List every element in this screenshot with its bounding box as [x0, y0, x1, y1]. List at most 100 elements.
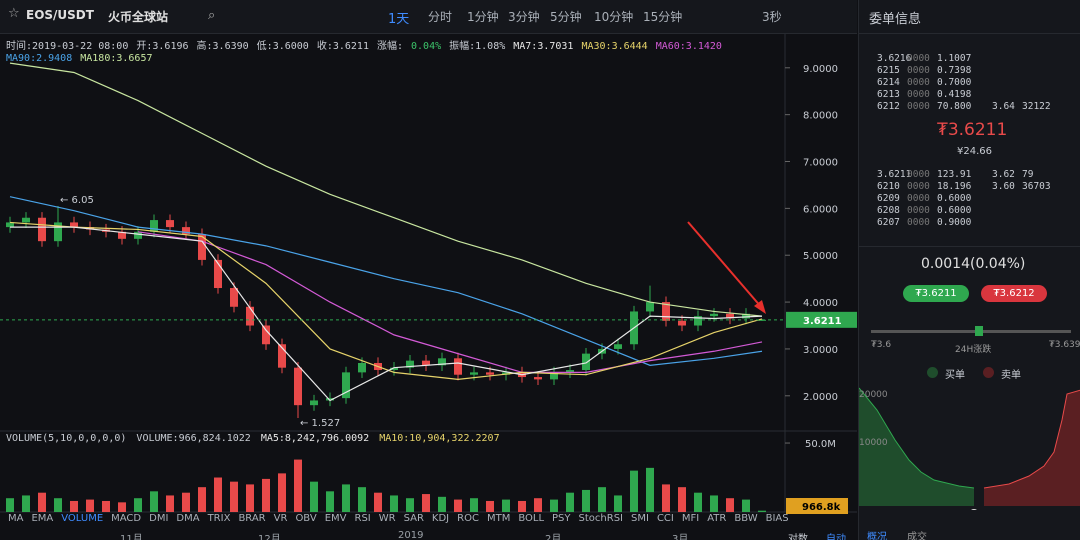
order-cell: 0.6000	[937, 193, 972, 204]
indicator-tab[interactable]: OBV	[295, 513, 317, 524]
indicator-tab[interactable]: StochRSI	[578, 513, 623, 524]
volume-bar	[118, 502, 126, 512]
ma-line	[10, 226, 763, 402]
indicator-tab[interactable]: DMA	[176, 513, 200, 524]
indicator-tab[interactable]: EMV	[324, 513, 347, 524]
indicator-tab[interactable]: ROC	[457, 513, 479, 524]
order-cell: 70.800	[937, 101, 972, 112]
order-cell: 0.6000	[937, 205, 972, 216]
slider-handle[interactable]	[969, 509, 979, 510]
interval[interactable]: 分时	[428, 10, 453, 24]
volume-bar	[86, 499, 94, 512]
candle-body	[582, 353, 590, 371]
order-cell: 0000	[907, 181, 930, 192]
indicator-tab[interactable]: PSY	[552, 513, 571, 524]
indicator-tab[interactable]: ATR	[707, 513, 727, 524]
indicator-tab[interactable]: BOLL	[518, 513, 545, 524]
candle-body	[438, 358, 446, 366]
order-cell: 0000	[907, 89, 930, 100]
indicator-tab[interactable]: MACD	[111, 513, 142, 524]
volume-bar	[694, 492, 702, 512]
volume-info-item: VOLUME:966,824.1022	[136, 433, 251, 444]
indicator-tab[interactable]: KDJ	[431, 513, 450, 524]
info-item: 振幅:1.08%	[449, 41, 506, 52]
indicator-tab[interactable]: VR	[273, 513, 288, 524]
info-item: MA60:3.1420	[655, 41, 722, 52]
volume-bar	[726, 498, 734, 512]
axis-mode[interactable]: 对数	[788, 534, 808, 540]
ask-depth-line	[983, 389, 1080, 489]
candle-body	[454, 358, 462, 375]
interval[interactable]: 5分钟	[550, 10, 582, 24]
order-cell: 36703	[1022, 181, 1051, 192]
indicator-tab[interactable]: CCI	[656, 513, 674, 524]
ma-line	[9, 221, 763, 380]
candle-body	[182, 227, 190, 235]
order-row: 6214 0000 0.7000	[877, 77, 992, 88]
order-cell: 0000	[907, 65, 930, 76]
indicator-tab[interactable]: VOLUME	[61, 513, 104, 524]
candle-body	[54, 222, 62, 242]
indicator-tab[interactable]: TRIX	[207, 513, 231, 524]
volume-bar	[518, 500, 526, 512]
x-tick-label: 2019	[398, 530, 424, 540]
depth-tick: 10000	[859, 438, 888, 448]
sell-button[interactable]: ₮3.6212	[981, 285, 1047, 302]
indicator-tab[interactable]: BBW	[734, 513, 758, 524]
pair: EOS/USDT	[26, 8, 94, 22]
search-icon[interactable]: ⌕	[208, 8, 216, 23]
axis-mode[interactable]: 自动	[826, 534, 846, 540]
refresh[interactable]: 3秒	[762, 10, 782, 24]
indicator-tab[interactable]: WR	[378, 513, 396, 524]
indicator-tab[interactable]: RSI	[354, 513, 371, 524]
volume-bar	[262, 478, 270, 512]
panel-tab[interactable]: 概况	[867, 532, 887, 540]
change: 0.0014(0.04%)	[921, 256, 1026, 272]
candle-body	[710, 313, 718, 317]
background	[0, 34, 857, 540]
order-row: 3.62160000 1.1007	[877, 53, 992, 64]
indicator-tab[interactable]: SAR	[403, 513, 424, 524]
mid-cny: ¥24.66	[957, 146, 992, 157]
volume-bar	[646, 467, 654, 512]
indicator-tab[interactable]: SMI	[631, 513, 649, 524]
indicator-tab[interactable]: MTM	[486, 513, 511, 524]
order-cell: 6209	[877, 193, 900, 204]
candle-body	[486, 372, 494, 375]
candle-body	[70, 222, 78, 228]
y-tick-label: 5.0000	[803, 251, 838, 262]
volume-bar	[70, 500, 78, 512]
buy-button[interactable]: ₮3.6211	[903, 285, 969, 302]
last-price-label: 3.6211	[803, 316, 842, 327]
order-row: 6209 0000 0.6000	[877, 193, 992, 204]
indicator-tab[interactable]: EMA	[31, 513, 54, 524]
interval[interactable]: 1分钟	[467, 10, 499, 24]
candle-body	[406, 360, 414, 368]
ma-line	[9, 196, 763, 366]
volume-bar	[54, 498, 62, 512]
order-cell: 79	[1022, 169, 1034, 180]
info-item: MA30:3.6444	[581, 41, 648, 52]
interval[interactable]: 3分钟	[508, 10, 540, 24]
panel-tab[interactable]: 成交	[907, 532, 927, 540]
indicator-tab[interactable]: BIAS	[765, 513, 789, 524]
indicator-tab[interactable]: DMI	[149, 513, 169, 524]
interval[interactable]: 10分钟	[594, 10, 634, 24]
candle-body	[22, 217, 30, 223]
volume-bar	[150, 491, 158, 512]
legend-label: 卖单	[1001, 370, 1021, 381]
indicator-tab[interactable]: BRAR	[238, 513, 266, 524]
volume-bar	[534, 498, 542, 512]
candle-body	[694, 316, 702, 326]
last-volume-box	[786, 498, 848, 514]
volume-info-item: VOLUME(5,10,0,0,0,0)	[6, 433, 127, 444]
candle-body	[726, 313, 734, 319]
indicator-tab[interactable]: MFI	[681, 513, 700, 524]
indicator-tab[interactable]: MA	[8, 513, 24, 524]
interval[interactable]: 15分钟	[643, 10, 683, 24]
interval-active[interactable]: 1天	[388, 12, 410, 27]
candle-body	[246, 306, 254, 326]
candle-body	[326, 398, 334, 401]
x-axis: 11月 12月 2019 2月 3月 对数 自动	[0, 528, 857, 540]
range-low: ₮3.6	[871, 340, 892, 350]
